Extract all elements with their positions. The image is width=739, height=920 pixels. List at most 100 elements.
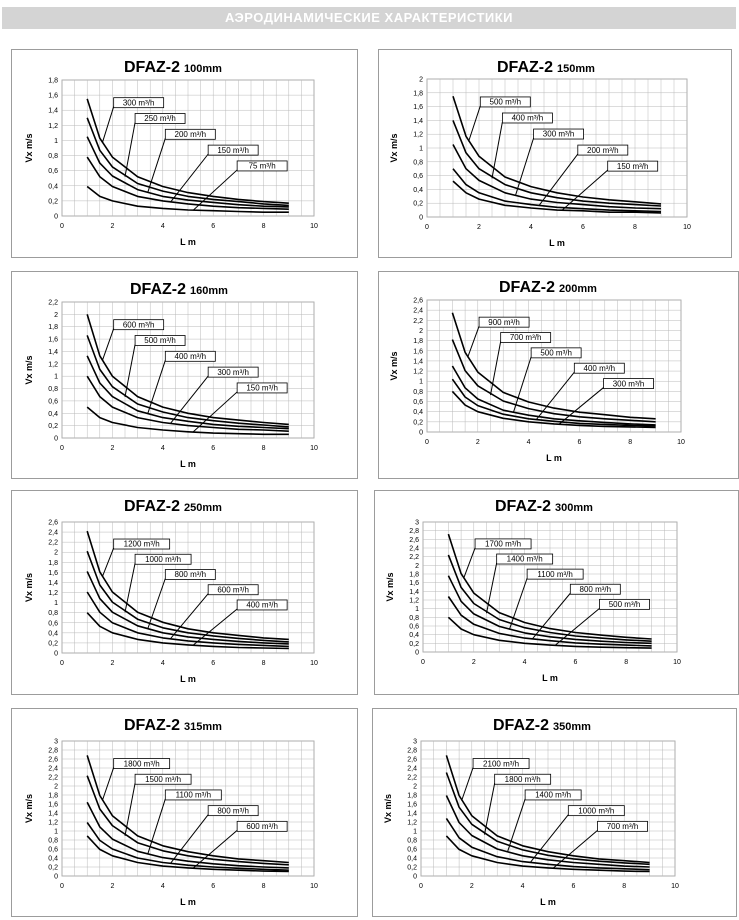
series-line <box>86 98 289 204</box>
chart-panel-200mm: DFAZ-2 200mm 0 0,2 0,4 0,6 0,8 1 1,2 1,4 1,6 1,8 2 2,… <box>378 271 739 479</box>
y-tick-label: 2,4 <box>413 308 423 315</box>
series-line <box>86 185 289 213</box>
x-tick-label: 0 <box>425 224 429 231</box>
y-tick-label: 0,4 <box>48 183 58 190</box>
series-leader-line <box>101 106 115 143</box>
x-tick-label: 8 <box>262 660 266 667</box>
page-title: АЭРОДИНАМИЧЕСКИЕ ХАРАКТЕРИСТИКИ <box>2 7 736 29</box>
x-tick-label: 8 <box>262 223 266 230</box>
chart-model: DFAZ-2 <box>124 498 180 515</box>
y-tick-label: 2 <box>413 784 417 791</box>
series-label: 150 m³/h <box>246 384 278 393</box>
y-tick-label: 1,6 <box>409 580 419 587</box>
series-label: 600 m³/h <box>217 585 249 594</box>
series-line <box>445 795 650 868</box>
x-axis-label: L m <box>180 459 196 469</box>
x-tick-label: 8 <box>262 445 266 452</box>
x-axis-label: L m <box>180 237 196 247</box>
x-tick-label: 0 <box>60 883 64 890</box>
y-tick-label: 0 <box>54 436 58 443</box>
y-tick-label: 2,2 <box>409 554 419 561</box>
series-label: 200 m³/h <box>175 130 207 139</box>
y-tick-label: 0,2 <box>48 423 58 430</box>
x-tick-label: 8 <box>262 883 266 890</box>
series-label: 1100 m³/h <box>176 791 211 800</box>
x-tick-label: 6 <box>211 883 215 890</box>
chart-panel-250mm: DFAZ-2 250mm 0 0,2 0,4 0,6 0,8 1 1,2 1,4 1,6 1,8 2 2,… <box>11 490 358 695</box>
x-tick-label: 4 <box>161 445 165 452</box>
y-tick-label: 0,6 <box>413 399 423 406</box>
series-label-box <box>494 773 552 785</box>
series-label-box <box>530 347 582 359</box>
series-leader-line <box>101 328 115 361</box>
series-line <box>451 339 656 423</box>
y-tick-label: 1,2 <box>413 369 423 376</box>
y-tick-label: 0,4 <box>48 630 58 637</box>
series-label-box <box>496 553 554 565</box>
series-label-box <box>207 144 259 156</box>
x-tick-label: 2 <box>110 660 114 667</box>
x-tick-label: 0 <box>60 660 64 667</box>
series-leader-line <box>147 798 166 855</box>
series-label-box <box>134 335 186 346</box>
series-label-box <box>573 362 625 374</box>
series-label-box <box>207 366 259 378</box>
chart-svg: DFAZ-2 200mm 0 0,2 0,4 0,6 0,8 1 1,2 1,4 1,6 1,8 2 2,… <box>389 279 685 463</box>
y-tick-label: 0,6 <box>48 398 58 405</box>
series-leader-line <box>124 122 136 177</box>
series-line <box>86 136 289 208</box>
x-tick-label: 4 <box>529 224 533 231</box>
y-tick-label: 0,6 <box>48 847 58 854</box>
y-tick-label: 2,8 <box>407 748 417 755</box>
y-tick-label: 2,2 <box>48 300 58 307</box>
y-tick-label: 2,8 <box>48 748 58 755</box>
x-tick-label: 10 <box>673 659 681 666</box>
y-tick-label: 1,2 <box>407 820 417 827</box>
series-leader-line <box>552 829 598 869</box>
x-axis-label: L m <box>540 897 556 907</box>
series-leader-line <box>554 607 600 646</box>
y-tick-label: 3 <box>54 739 58 746</box>
chart-svg: DFAZ-2 160mm 0 0,2 0,4 0,6 0,8 1 1,2 1,4 1,6 1,8 2 2,… <box>24 281 318 469</box>
y-tick-label: 0,2 <box>48 198 58 205</box>
series-label: 900 m³/h <box>488 318 520 327</box>
y-tick-label: 1,2 <box>48 590 58 597</box>
y-tick-label: 1 <box>54 374 58 381</box>
series-label: 1800 m³/h <box>124 759 160 768</box>
series-label: 500 m³/h <box>144 336 176 345</box>
y-tick-label: 0,4 <box>409 632 419 639</box>
series-line <box>86 335 289 428</box>
chart-size: 160mm <box>190 285 228 297</box>
y-tick-label: 0,6 <box>409 624 419 631</box>
series-label-box <box>603 378 654 389</box>
y-tick-label: 1,6 <box>48 570 58 577</box>
series-leader-line <box>192 391 238 433</box>
y-tick-label: 1,8 <box>407 793 417 800</box>
chart-model: DFAZ-2 <box>130 281 186 298</box>
series-label: 1100 m³/h <box>537 570 572 579</box>
x-tick-label: 2 <box>472 659 476 666</box>
y-tick-label: 0,8 <box>48 610 58 617</box>
y-tick-label: 1,8 <box>409 572 419 579</box>
y-tick-label: 2 <box>54 312 58 319</box>
series-label: 400 m³/h <box>512 114 544 123</box>
series-label-box <box>474 538 532 550</box>
y-tick-label: 2,4 <box>407 766 417 773</box>
y-tick-label: 1,6 <box>48 802 58 809</box>
series-label-box <box>134 773 192 785</box>
y-tick-label: 2,6 <box>407 757 417 764</box>
series-leader-line <box>468 105 481 142</box>
series-label: 150 m³/h <box>617 162 649 171</box>
y-tick-label: 0 <box>54 651 58 658</box>
y-tick-label: 0 <box>54 214 58 221</box>
series-label-box <box>472 758 530 769</box>
y-tick-label: 1,2 <box>48 123 58 130</box>
series-label-box <box>502 112 553 124</box>
series-label-box <box>569 583 621 595</box>
x-tick-label: 0 <box>60 445 64 452</box>
series-label-box <box>164 789 222 801</box>
series-label-box <box>524 789 582 801</box>
series-leader-line <box>169 593 209 640</box>
series-label: 75 m³/h <box>249 162 276 171</box>
y-tick-label: 1,4 <box>48 108 58 115</box>
